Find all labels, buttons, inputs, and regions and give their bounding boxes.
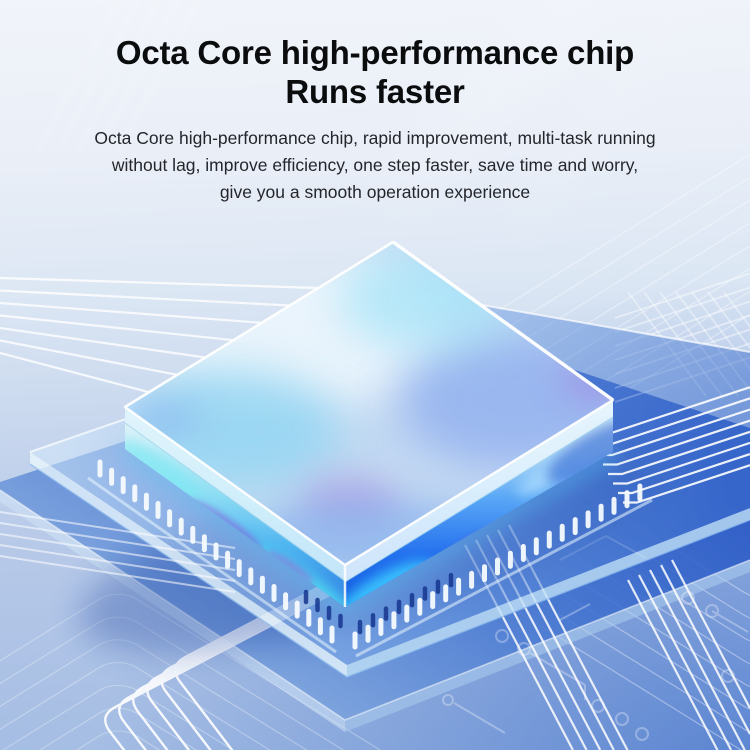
pins-right-row — [352, 483, 643, 650]
embossed-rings-bottom-left — [0, 593, 620, 750]
traces-bottom-left — [104, 526, 434, 750]
traces-left-board — [0, 511, 236, 593]
description-line-1: Octa Core high-performance chip, rapid i… — [94, 128, 656, 148]
page-description: Octa Core high-performance chip, rapid i… — [0, 125, 750, 206]
light-streaks — [36, 0, 695, 230]
title-line-2: Runs faster — [285, 73, 465, 110]
description-line-3: give you a smooth operation experience — [219, 182, 531, 202]
traces-left-fan — [0, 276, 319, 394]
page-title: Octa Core high-performance chip Runs fas… — [0, 33, 750, 111]
description-line-2: without lag, improve efficiency, one ste… — [111, 155, 639, 175]
hero-header: Octa Core high-performance chip Runs fas… — [0, 33, 750, 206]
pins-left-row — [97, 459, 335, 644]
title-line-1: Octa Core high-performance chip — [115, 34, 635, 71]
pedestal-rim — [87, 476, 653, 658]
pins-dark — [303, 572, 454, 635]
